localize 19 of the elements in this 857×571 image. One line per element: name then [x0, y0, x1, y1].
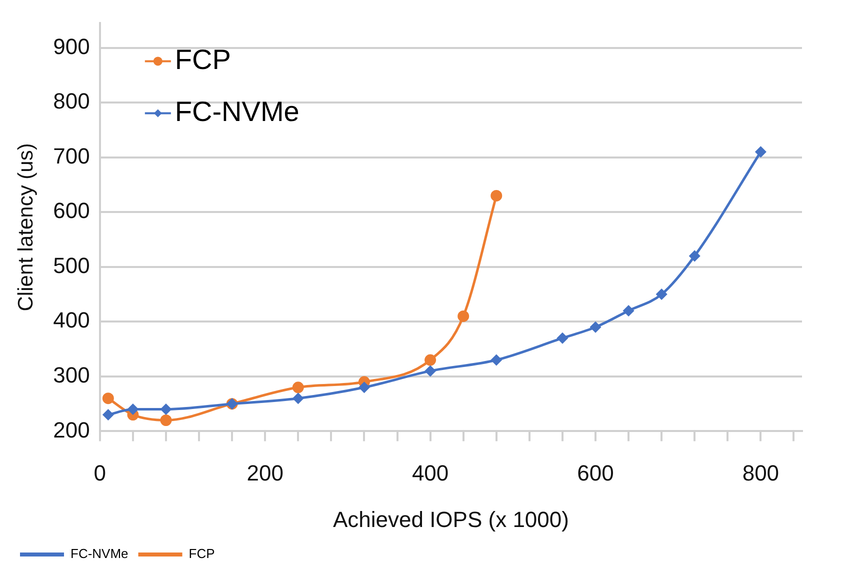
y-tick-label: 500 [53, 252, 90, 278]
text: FCP [188, 546, 215, 562]
legend-label: FC-NVMe [174, 96, 300, 127]
x-tick-label: 400 [412, 460, 449, 486]
x-axis-title: Achieved IOPS (x 1000) [332, 506, 569, 532]
text: FC-NVMe [70, 546, 128, 562]
y-tick-label: 400 [53, 308, 90, 333]
y-tick-label: 300 [53, 362, 90, 388]
y-tick-label: 900 [53, 34, 90, 59]
y-tick-label: 600 [53, 198, 90, 224]
legend-label: FCP [174, 44, 231, 75]
x-tick-label: 0 [94, 460, 106, 486]
x-tick-label: 600 [577, 460, 614, 486]
y-tick-label: 800 [53, 88, 90, 114]
y-tick-label: 200 [53, 417, 90, 442]
y-axis-title: Client latency (us) [14, 143, 38, 312]
y-tick-label: 700 [53, 143, 90, 168]
x-tick-label: 200 [246, 460, 284, 486]
x-tick-label: 800 [742, 460, 780, 486]
